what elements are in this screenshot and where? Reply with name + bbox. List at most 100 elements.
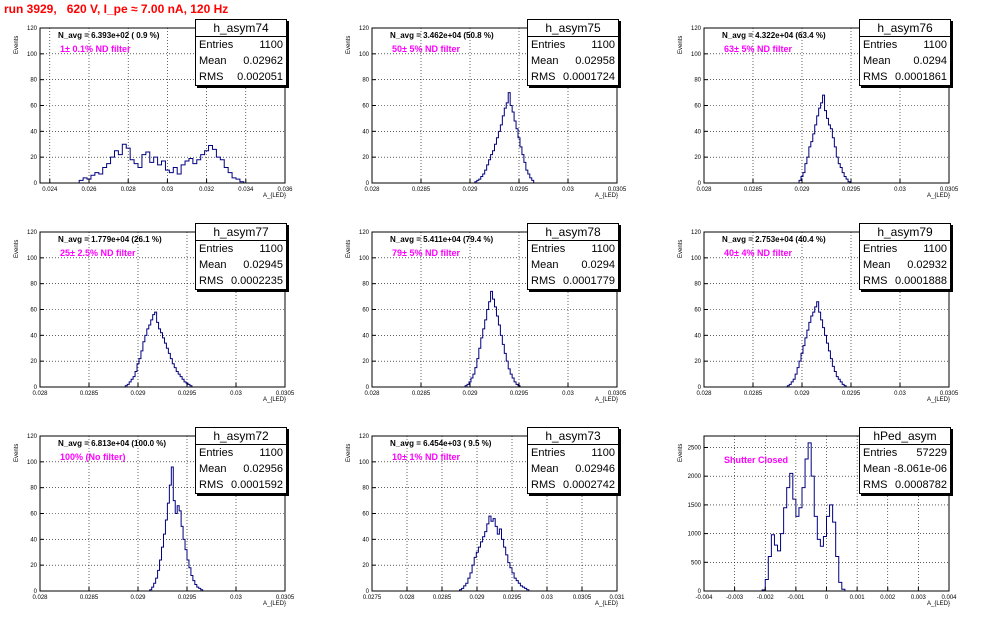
histogram-bin [508, 369, 510, 387]
histogram-bin [499, 529, 501, 591]
stat-box-h_asym74: h_asym74 Entries 1100 Mean 0.02962 RMS 0.00205… [195, 19, 287, 86]
panel-h_asym75: 0.028 0.0285 0.029 0.0295 0.03 0.0305 0 20 40 60 8… [342, 18, 647, 208]
histogram-bin [834, 147, 836, 183]
navg-label: N_avg = 6.454e+03 ( 9.5 %) [390, 439, 492, 448]
stat-label: Mean [531, 259, 559, 271]
plot-h_asym73: 0.0275 0.028 0.0285 0.029 0.0295 0.03 0.0305 0.… [359, 434, 625, 601]
y-tick-label: 500 [691, 560, 702, 566]
histogram-bin [224, 168, 228, 184]
x-tick-label: 0.03 [562, 187, 574, 193]
histogram-bin [830, 359, 832, 387]
filter-label: 79± 5% ND filter [392, 248, 460, 258]
y-tick-label: 0 [366, 589, 370, 595]
panel-hPed_asym: -0.004 -0.003 -0.002 -0.001 0 0.001 0.002 0.003… [674, 426, 979, 616]
x-axis-label: A_{LED} [595, 397, 619, 403]
stat-label: Mean [199, 463, 227, 475]
histogram-bin [813, 134, 815, 183]
panel-h_asym78: 0.028 0.0285 0.029 0.0295 0.03 0.0305 0 20 40 60 8… [342, 222, 647, 412]
histogram-bin [510, 106, 512, 184]
histogram-bin [83, 178, 87, 183]
y-tick-label: 20 [30, 155, 37, 161]
stat-row-mean: Mean 0.02958 [528, 53, 618, 69]
histogram-bin [839, 582, 842, 591]
histogram-bin [162, 161, 166, 183]
navg-label: N_avg = 2.753e+04 (40.4 %) [722, 235, 826, 244]
histogram-bin [483, 537, 485, 591]
histogram-bin [833, 522, 836, 591]
stat-value: 1100 [591, 447, 615, 459]
x-tick-label: 0.029 [130, 391, 146, 397]
histogram-bin [815, 125, 817, 183]
x-tick-label: 0.03 [541, 595, 553, 601]
histogram-bin [164, 343, 166, 387]
stat-label: Entries [531, 243, 566, 255]
filter-label: 50± 5% ND filter [392, 44, 460, 54]
histogram-bin [832, 366, 834, 387]
stat-label: Entries [863, 447, 898, 459]
histogram-bin [179, 511, 181, 591]
histogram-h_asym78 [464, 290, 521, 387]
histogram-bin [481, 542, 483, 591]
histogram-bin [805, 164, 807, 183]
histogram-bin [163, 338, 165, 387]
stat-value: 1100 [259, 243, 283, 255]
histogram-bin [814, 516, 817, 591]
stat-value: 1100 [259, 447, 283, 459]
histogram-bin [489, 516, 491, 591]
histogram-bin [523, 587, 525, 591]
y-tick-label: 2500 [688, 445, 702, 451]
histogram-bin [825, 335, 827, 387]
histogram-bin [114, 151, 118, 183]
x-tick-label: 0 [825, 595, 829, 601]
x-tick-label: 0.028 [696, 187, 712, 193]
histogram-bin [781, 534, 784, 591]
x-tick-label: 0.034 [238, 187, 254, 193]
histogram-bin [508, 93, 510, 183]
stat-box-h_asym77: h_asym77 Entries 1100 Mean 0.02945 RMS 0.00022… [195, 223, 287, 290]
stat-row-rms: RMS 0.0001779 [528, 273, 618, 289]
y-tick-label: 20 [30, 359, 37, 365]
histogram-bin [154, 157, 158, 183]
histogram-bin [797, 368, 799, 387]
x-tick-label: 0.029 [794, 187, 810, 193]
x-tick-label: 0.0305 [573, 595, 592, 601]
histogram-bin [823, 328, 825, 387]
histogram-bin [791, 382, 793, 387]
y-tick-label: 0 [698, 385, 702, 391]
histogram-bin [145, 335, 147, 387]
stat-row-rms: RMS 0.0001724 [528, 69, 618, 85]
histogram-bin [828, 125, 830, 183]
x-axis-label: A_{LED} [927, 193, 951, 199]
y-tick-label: 40 [30, 537, 37, 543]
stat-value: 0.02932 [907, 259, 947, 271]
histogram-bin [197, 587, 199, 591]
stat-row-rms: RMS 0.0008782 [860, 477, 950, 493]
x-tick-label: 0.028 [399, 595, 415, 601]
stat-value: 0.0294 [581, 259, 615, 271]
plot-h_asym79: 0.028 0.0285 0.029 0.0295 0.03 0.0305 0 20 40 60 8… [691, 230, 959, 397]
y-tick-label: 100 [691, 52, 702, 58]
histogram-bin [817, 539, 820, 591]
x-tick-label: 0.0285 [80, 595, 99, 601]
histogram-bin [161, 333, 163, 387]
y-tick-label: 20 [362, 563, 369, 569]
stat-label: Mean [863, 259, 891, 271]
histogram-bin [801, 353, 803, 387]
y-tick-label: 0 [366, 385, 370, 391]
histogram-bin [506, 555, 508, 591]
histogram-bin [811, 476, 814, 591]
histogram-bin [169, 173, 173, 183]
x-tick-label: 0.03 [230, 391, 242, 397]
histogram-bin [155, 312, 157, 387]
histogram-bin [502, 344, 504, 387]
y-tick-label: 60 [694, 104, 701, 110]
y-axis-label: Events [14, 239, 20, 258]
y-tick-label: 80 [30, 282, 37, 288]
x-axis-label: A_{LED} [927, 397, 951, 403]
histogram-bin [491, 521, 493, 591]
histogram-bin [147, 329, 149, 387]
stat-label: Entries [863, 243, 898, 255]
histogram-bin [771, 535, 774, 591]
x-axis-label: A_{LED} [927, 601, 951, 607]
x-tick-label: -0.003 [726, 595, 744, 601]
